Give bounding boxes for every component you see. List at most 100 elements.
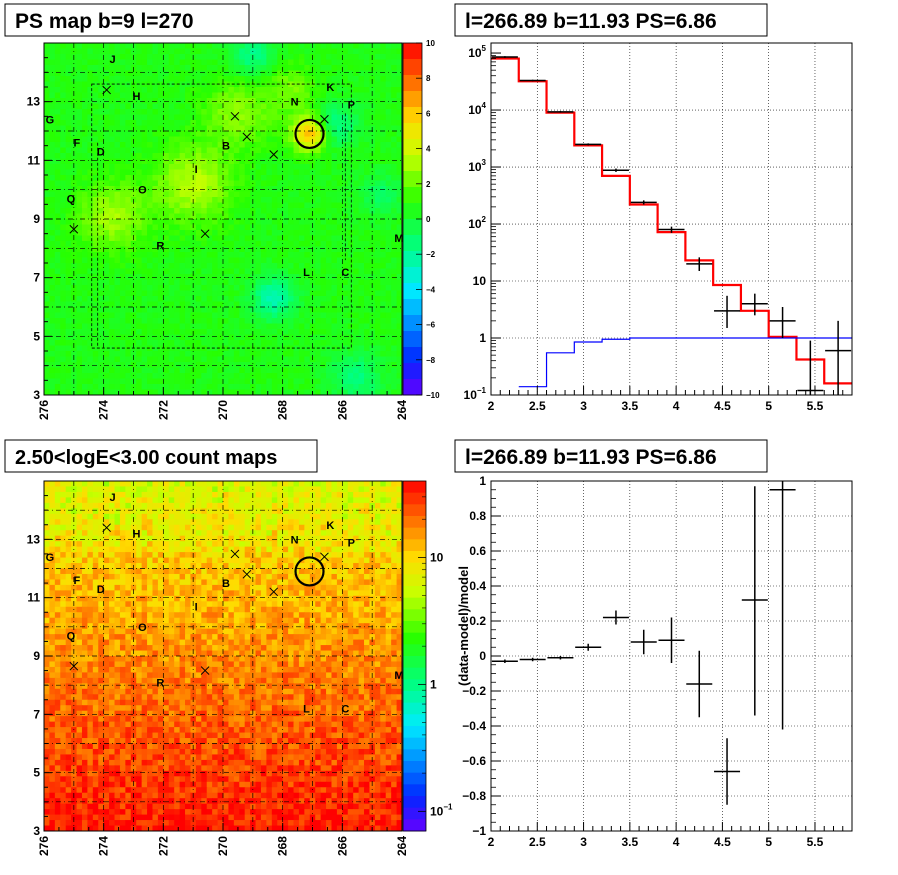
map-pixel xyxy=(255,109,262,116)
map-pixel xyxy=(206,524,213,531)
map-pixel xyxy=(228,356,235,363)
map-pixel xyxy=(396,362,402,369)
map-pixel xyxy=(244,318,251,325)
map-pixel xyxy=(206,508,213,515)
map-pixel xyxy=(125,147,132,154)
map-pixel xyxy=(179,164,186,171)
map-pixel xyxy=(304,508,311,515)
map-pixel xyxy=(147,502,154,509)
map-pixel xyxy=(250,263,257,270)
map-pixel xyxy=(331,59,338,66)
map-pixel xyxy=(223,153,230,160)
map-pixel xyxy=(336,180,343,187)
map-pixel xyxy=(288,219,295,226)
map-pixel xyxy=(114,481,121,488)
map-pixel xyxy=(309,219,316,226)
map-pixel xyxy=(374,502,381,509)
map-pixel xyxy=(212,114,219,121)
map-pixel xyxy=(391,241,398,248)
map-pixel xyxy=(87,54,94,61)
map-pixel xyxy=(109,48,116,55)
map-pixel xyxy=(277,87,284,94)
map-pixel xyxy=(396,169,402,176)
map-pixel xyxy=(277,153,284,160)
map-pixel xyxy=(298,519,305,526)
map-pixel xyxy=(109,491,116,499)
map-pixel xyxy=(374,318,381,325)
map-pixel xyxy=(168,296,175,303)
colorbar-swatch xyxy=(403,187,422,204)
map-pixel xyxy=(250,524,257,531)
map-pixel xyxy=(125,235,132,242)
map-pixel xyxy=(109,502,116,509)
map-pixel xyxy=(174,158,181,165)
map-pixel xyxy=(109,153,116,160)
map-pixel xyxy=(44,164,51,171)
map-pixel xyxy=(266,502,273,509)
map-pixel xyxy=(179,92,186,99)
map-pixel xyxy=(293,65,300,72)
map-pixel xyxy=(201,252,208,259)
map-pixel xyxy=(331,235,338,242)
map-pixel xyxy=(195,334,202,341)
map-pixel xyxy=(109,497,116,504)
map-pixel xyxy=(136,54,143,61)
colorbar-label: −2 xyxy=(426,250,436,259)
map-pixel xyxy=(163,257,170,264)
map-pixel xyxy=(147,241,154,248)
map-pixel xyxy=(320,103,327,110)
map-pixel xyxy=(65,530,72,537)
map-pixel xyxy=(130,70,137,77)
map-pixel xyxy=(103,257,110,264)
map-pixel xyxy=(87,334,94,341)
map-pixel xyxy=(250,290,257,297)
map-pixel xyxy=(282,169,289,176)
map-pixel xyxy=(136,257,143,264)
map-pixel xyxy=(174,263,181,270)
map-pixel xyxy=(44,486,51,493)
map-pixel xyxy=(114,147,121,154)
map-pixel xyxy=(347,65,354,72)
map-pixel xyxy=(385,230,392,237)
title-box-spectrum: l=266.89 b=11.93 PS=6.86 xyxy=(454,3,768,37)
map-pixel xyxy=(103,312,110,319)
map-pixel xyxy=(358,202,365,209)
map-pixel xyxy=(266,158,273,165)
map-pixel xyxy=(114,153,121,160)
map-pixel xyxy=(141,373,148,380)
map-pixel xyxy=(277,384,284,391)
map-pixel xyxy=(304,70,311,77)
map-pixel xyxy=(315,318,322,325)
map-pixel xyxy=(260,48,267,55)
map-pixel xyxy=(298,257,305,264)
map-pixel xyxy=(76,103,83,110)
map-pixel xyxy=(65,524,72,531)
map-pixel xyxy=(81,252,88,259)
map-pixel xyxy=(374,43,381,50)
map-pixel xyxy=(271,98,278,105)
map-pixel xyxy=(119,356,126,363)
map-pixel xyxy=(282,296,289,303)
map-pixel xyxy=(358,508,365,515)
map-pixel xyxy=(228,92,235,99)
map-pixel xyxy=(353,345,360,352)
map-pixel xyxy=(136,481,143,488)
map-pixel xyxy=(81,524,88,531)
map-pixel xyxy=(369,59,376,66)
map-pixel xyxy=(223,524,230,531)
map-pixel xyxy=(385,109,392,116)
map-pixel xyxy=(136,241,143,248)
map-pixel xyxy=(223,230,230,237)
map-pixel xyxy=(103,279,110,286)
map-pixel xyxy=(244,169,251,176)
map-pixel xyxy=(65,81,72,88)
map-pixel xyxy=(304,318,311,325)
map-pixel xyxy=(217,54,224,61)
map-pixel xyxy=(114,334,121,341)
map-pixel xyxy=(353,114,360,121)
map-pixel xyxy=(190,87,197,94)
map-pixel xyxy=(326,263,333,270)
map-pixel xyxy=(380,142,387,149)
map-pixel xyxy=(380,508,387,515)
